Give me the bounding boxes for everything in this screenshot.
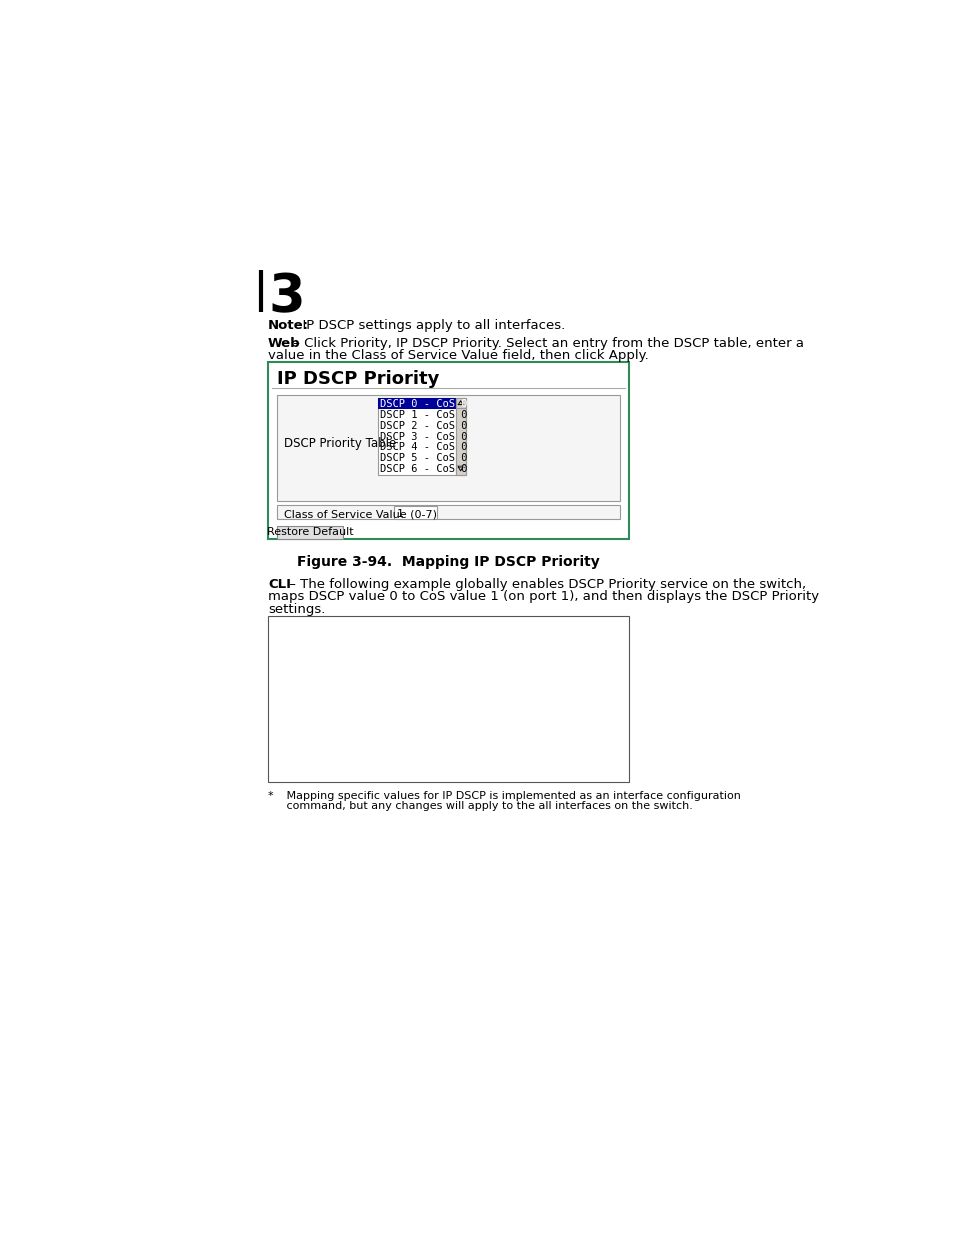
Text: – Click Priority, IP DSCP Priority. Select an entry from the DSCP table, enter a: – Click Priority, IP DSCP Priority. Sele… [289,337,803,350]
Bar [268,362,629,540]
Text: Mapping specific values for IP DSCP is implemented as an interface configuration: Mapping specific values for IP DSCP is i… [275,792,740,802]
Text: Web: Web [268,337,300,350]
Text: value in the Class of Service Value field, then click Apply.: value in the Class of Service Value fiel… [268,350,648,362]
Text: DSCP 3 - CoS 0: DSCP 3 - CoS 0 [380,431,467,442]
Text: DSCP 1 - CoS 0: DSCP 1 - CoS 0 [380,410,467,420]
Text: settings.: settings. [268,603,325,615]
Text: Figure 3-94.  Mapping IP DSCP Priority: Figure 3-94. Mapping IP DSCP Priority [297,555,599,569]
Text: 1: 1 [396,509,403,520]
Bar [456,398,465,408]
Bar [377,398,456,474]
Bar [268,616,629,782]
Bar [394,506,436,519]
Bar [456,464,465,474]
Text: Class of Service Value (0-7): Class of Service Value (0-7) [283,509,436,520]
Bar [277,526,343,540]
Bar [377,399,456,409]
Text: DSCP 2 - CoS 0: DSCP 2 - CoS 0 [380,421,467,431]
Text: DSCP 5 - CoS 0: DSCP 5 - CoS 0 [380,453,467,463]
Text: DSCP Priority Table: DSCP Priority Table [283,437,395,450]
Bar [277,395,619,501]
Text: IP DSCP Priority: IP DSCP Priority [277,370,439,388]
Text: maps DSCP value 0 to CoS value 1 (on port 1), and then displays the DSCP Priorit: maps DSCP value 0 to CoS value 1 (on por… [268,590,819,603]
Bar [456,398,465,474]
Text: *: * [268,792,274,802]
Text: DSCP 4 - CoS 0: DSCP 4 - CoS 0 [380,442,467,452]
Bar [277,505,619,520]
Text: DSCP 0 - CoS 0: DSCP 0 - CoS 0 [380,399,467,409]
Text: Note:: Note: [268,319,309,332]
Text: DSCP 6 - CoS 0: DSCP 6 - CoS 0 [380,464,467,474]
Text: 3: 3 [268,272,304,324]
Text: Restore Default: Restore Default [267,527,354,537]
Text: IP DSCP settings apply to all interfaces.: IP DSCP settings apply to all interfaces… [294,319,564,332]
Text: CLI: CLI [268,578,291,590]
Text: command, but any changes will apply to the all interfaces on the switch.: command, but any changes will apply to t… [275,802,692,811]
Text: – The following example globally enables DSCP Priority service on the switch,: – The following example globally enables… [285,578,805,590]
